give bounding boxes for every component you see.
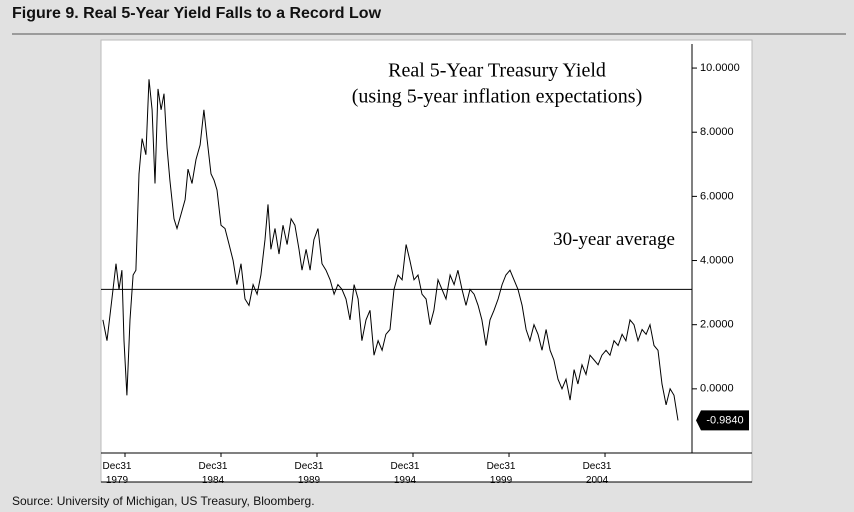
x-tick-label: Dec31 1979 [103, 461, 132, 486]
source: Source: University of Michigan, US Treas… [12, 494, 315, 508]
series-line [102, 79, 679, 421]
average-label: 30-year average [553, 229, 675, 250]
x-tick-label: Dec31 2004 [583, 461, 612, 486]
x-tick-label-line: Dec31 [103, 461, 132, 472]
x-tick-label-line: Dec31 [487, 461, 516, 472]
x-tick-label: Dec31 1999 [487, 461, 516, 486]
y-tick-label: 8.0000 [700, 126, 734, 138]
end-marker-label: -0.9840 [706, 414, 743, 426]
x-tick-label-line: Dec31 [295, 461, 324, 472]
y-tick-label: 0.0000 [700, 383, 734, 395]
chart-title: Figure 9. Real 5-Year Yield Falls to a R… [12, 5, 382, 22]
y-tick-label: 6.0000 [700, 190, 734, 202]
annotation: Real 5-Year Treasury Yield [388, 60, 606, 82]
x-tick-label-line: 1994 [394, 475, 417, 486]
x-tick-label-line: 2004 [586, 475, 609, 486]
chart-panel [100, 39, 753, 483]
x-tick-label-line: Dec31 [583, 461, 612, 472]
x-tick-label-line: 1989 [298, 475, 321, 486]
x-tick-label-line: Dec31 [391, 461, 420, 472]
x-tick-label-line: 1999 [490, 475, 513, 486]
x-tick-label-line: Dec31 [199, 461, 228, 472]
annotation: (using 5-year inflation expectations) [352, 86, 642, 108]
y-tick-label: 2.0000 [700, 319, 734, 331]
y-tick-label: 4.0000 [700, 254, 734, 266]
end-marker [696, 410, 749, 431]
x-tick-label-line: 1979 [106, 475, 129, 486]
y-tick-label: 10.0000 [700, 62, 740, 74]
x-tick-label: Dec31 1989 [295, 461, 324, 486]
x-tick-label: Dec31 1994 [391, 461, 420, 486]
x-tick-label: Dec31 1984 [199, 461, 228, 486]
x-tick-label-line: 1984 [202, 475, 225, 486]
